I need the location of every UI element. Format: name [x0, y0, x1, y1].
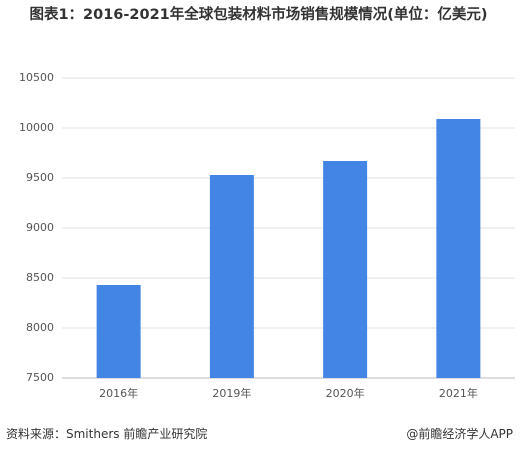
y-tick-label: 9000: [26, 221, 54, 234]
brand: @前瞻经济学人APP: [406, 427, 513, 441]
y-tick-label: 7500: [26, 371, 54, 384]
y-tick-label: 10000: [19, 121, 54, 134]
source-note: 资料来源：Smithers 前瞻产业研究院: [6, 427, 208, 441]
x-tick-label: 2019年: [212, 386, 251, 400]
x-tick-label: 2021年: [439, 386, 478, 400]
bar: [96, 285, 141, 378]
y-tick-label: 8500: [26, 271, 54, 284]
chart-title: 图表1：2016-2021年全球包装材料市场销售规模情况(单位：亿美元): [29, 7, 488, 23]
y-tick-label: 8000: [26, 321, 54, 334]
x-tick-label: 2016年: [99, 386, 138, 400]
bar: [209, 175, 254, 378]
bar: [323, 161, 368, 378]
y-tick-label: 10500: [19, 71, 54, 84]
y-tick-label: 9500: [26, 171, 54, 184]
bar: [436, 119, 481, 378]
x-tick-label: 2020年: [326, 386, 365, 400]
